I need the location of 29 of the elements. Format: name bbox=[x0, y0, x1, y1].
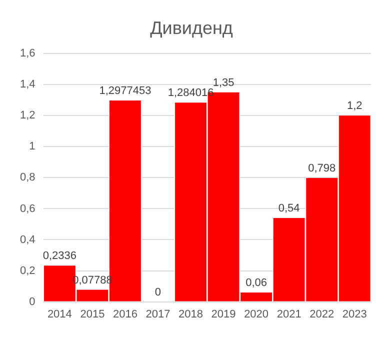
y-tick-label: 0,4 bbox=[20, 234, 36, 246]
y-tick-label: 0 bbox=[29, 296, 36, 308]
x-tick-label: 2019 bbox=[211, 308, 236, 320]
x-tick-label: 2017 bbox=[146, 308, 170, 320]
y-tick-label: 1,4 bbox=[20, 78, 36, 91]
x-tick-label: 2023 bbox=[342, 308, 367, 320]
x-tick-label: 2018 bbox=[178, 308, 204, 320]
data-label: 1,2 bbox=[346, 100, 362, 112]
data-label: 0,2336 bbox=[42, 250, 77, 262]
x-tick-label: 2021 bbox=[276, 308, 302, 320]
data-label: 0,54 bbox=[278, 202, 300, 215]
x-tick-label: 2022 bbox=[310, 308, 334, 320]
chart-title: Дивиденд bbox=[150, 18, 234, 38]
x-tick-label: 2015 bbox=[80, 308, 105, 320]
y-tick-label: 1,6 bbox=[20, 48, 36, 60]
y-tick-label: 0,6 bbox=[20, 202, 36, 215]
y-tick-label: 0,2 bbox=[20, 264, 36, 277]
y-tick-label: 0,8 bbox=[20, 172, 36, 184]
x-tick-label: 2016 bbox=[112, 308, 138, 320]
data-label: 1,284016 bbox=[168, 87, 214, 100]
data-label: 0 bbox=[154, 286, 162, 298]
x-tick-label: 2020 bbox=[244, 308, 269, 320]
data-label: 0,798 bbox=[308, 162, 336, 175]
data-label: 0,06 bbox=[246, 277, 268, 290]
y-tick-label: 1,2 bbox=[20, 110, 36, 122]
data-label: 1,35 bbox=[212, 76, 234, 89]
data-label: 1,2977453 bbox=[99, 85, 152, 98]
x-tick-label: 2014 bbox=[47, 308, 72, 320]
y-tick-label: 1 bbox=[29, 140, 36, 153]
